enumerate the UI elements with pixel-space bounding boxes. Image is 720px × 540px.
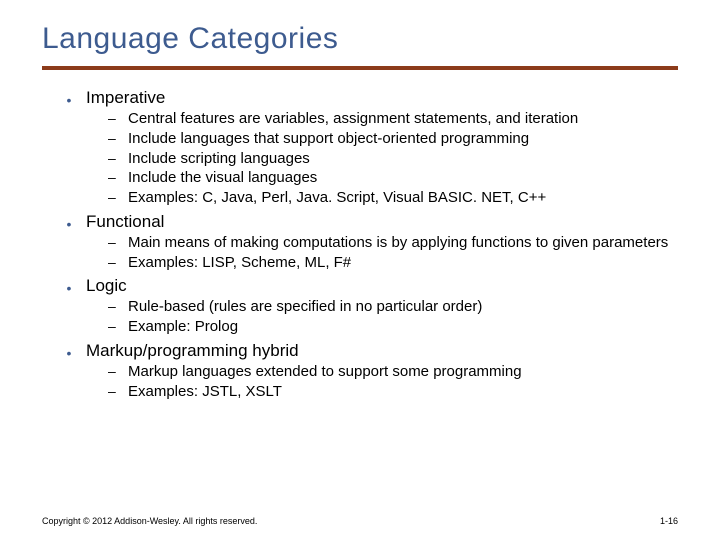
bullet-icon: • — [66, 281, 72, 295]
copyright-text: Copyright © 2012 Addison-Wesley. All rig… — [42, 516, 257, 526]
dash-icon: – — [108, 234, 122, 252]
category-label: Functional — [86, 212, 164, 232]
category-list: •Imperative–Central features are variabl… — [42, 88, 678, 401]
sub-text: Include scripting languages — [128, 150, 310, 169]
sub-item: –Include languages that support object-o… — [108, 130, 678, 149]
category-label: Imperative — [86, 88, 165, 108]
dash-icon: – — [108, 298, 122, 316]
bullet-icon: • — [66, 217, 72, 231]
sub-item: –Example: Prolog — [108, 318, 678, 337]
title-underline — [42, 66, 678, 70]
sub-text: Examples: C, Java, Perl, Java. Script, V… — [128, 189, 546, 208]
category-item: •Imperative–Central features are variabl… — [66, 88, 678, 208]
dash-icon: – — [108, 383, 122, 401]
category-label: Logic — [86, 276, 127, 296]
sub-item: –Main means of making computations is by… — [108, 234, 678, 253]
sub-list: –Main means of making computations is by… — [66, 234, 678, 273]
sub-item: –Central features are variables, assignm… — [108, 110, 678, 129]
page-number: 1-16 — [660, 516, 678, 526]
sub-item: –Include scripting languages — [108, 150, 678, 169]
slide-title: Language Categories — [42, 22, 678, 56]
sub-text: Central features are variables, assignme… — [128, 110, 578, 129]
sub-list: –Central features are variables, assignm… — [66, 110, 678, 208]
sub-item: –Markup languages extended to support so… — [108, 363, 678, 382]
sub-item: –Include the visual languages — [108, 169, 678, 188]
category-item: • Logic –Rule-based (rules are specified i… — [66, 276, 678, 337]
sub-item: –Examples: LISP, Scheme, ML, F# — [108, 254, 678, 273]
sub-text: Examples: LISP, Scheme, ML, F# — [128, 254, 351, 273]
sub-item: –Rule-based (rules are specified in no p… — [108, 298, 678, 317]
sub-list: –Markup languages extended to support so… — [66, 363, 678, 402]
sub-item: –Examples: C, Java, Perl, Java. Script, … — [108, 189, 678, 208]
sub-text: Example: Prolog — [128, 318, 238, 337]
category-label: Markup/programming hybrid — [86, 341, 299, 361]
sub-text: Include the visual languages — [128, 169, 317, 188]
dash-icon: – — [108, 130, 122, 148]
category-item: • Functional –Main means of making computa… — [66, 212, 678, 273]
sub-list: –Rule-based (rules are specified in no p… — [66, 298, 678, 337]
bullet-icon: • — [66, 346, 72, 360]
sub-text: Include languages that support object-or… — [128, 130, 529, 149]
dash-icon: – — [108, 318, 122, 336]
dash-icon: – — [108, 169, 122, 187]
sub-item: –Examples: JSTL, XSLT — [108, 383, 678, 402]
dash-icon: – — [108, 254, 122, 272]
sub-text: Markup languages extended to support som… — [128, 363, 522, 382]
sub-text: Examples: JSTL, XSLT — [128, 383, 282, 402]
dash-icon: – — [108, 189, 122, 207]
category-item: • Markup/programming hybrid –Markup langua… — [66, 341, 678, 402]
footer: Copyright © 2012 Addison-Wesley. All rig… — [42, 516, 678, 526]
dash-icon: – — [108, 363, 122, 381]
sub-text: Rule-based (rules are specified in no pa… — [128, 298, 482, 317]
bullet-icon: • — [66, 93, 72, 107]
dash-icon: – — [108, 110, 122, 128]
sub-text: Main means of making computations is by … — [128, 234, 668, 253]
slide-body: Language Categories •Imperative–Central … — [0, 0, 720, 401]
dash-icon: – — [108, 150, 122, 168]
